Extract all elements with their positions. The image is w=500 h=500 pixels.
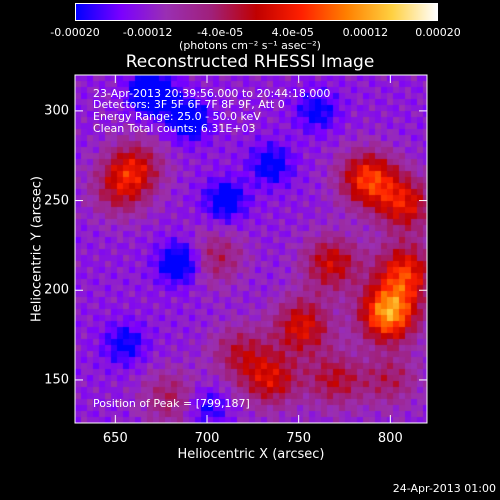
y-axis-label: Heliocentric Y (arcsec) <box>29 176 45 322</box>
y-tick-label: 200 <box>44 282 69 298</box>
chart-title: Reconstructed RHESSI Image <box>125 52 375 72</box>
colorbar-tick-label: -4.0e-05 <box>197 26 244 39</box>
colorbar-tick-label: 0.00012 <box>342 26 389 39</box>
colorbar-tick-label: -0.00012 <box>122 26 173 39</box>
peak-position-label: Position of Peak = [799,187] <box>93 397 250 410</box>
annotation-energy-range: Energy Range: 25.0 - 50.0 keV <box>93 110 261 123</box>
x-axis-label: Heliocentric X (arcsec) <box>177 447 325 462</box>
x-tick-label: 750 <box>286 431 312 446</box>
colorbar-tick-label: -0.00020 <box>50 26 100 39</box>
annotation-total-counts: Clean Total counts: 6.31E+03 <box>93 122 256 135</box>
x-tick-label: 700 <box>194 431 220 446</box>
x-tick-label: 650 <box>102 431 128 446</box>
colorbar-tick-label: 4.0e-05 <box>271 26 314 39</box>
y-tick-label: 250 <box>44 193 69 209</box>
plot-timestamp: 24-Apr-2013 01:00 <box>392 482 496 495</box>
colorbar-tick-label: 0.00020 <box>415 26 461 39</box>
x-tick-label: 800 <box>377 431 403 446</box>
annotation-detectors: Detectors: 3F 5F 6F 7F 8F 9F, Att 0 <box>93 98 285 111</box>
colorbar <box>75 3 438 21</box>
y-tick-label: 150 <box>44 372 69 388</box>
colorbar-units-label: (photons cm⁻² s⁻¹ asec⁻²) <box>179 39 321 52</box>
y-tick-label: 300 <box>44 103 69 119</box>
